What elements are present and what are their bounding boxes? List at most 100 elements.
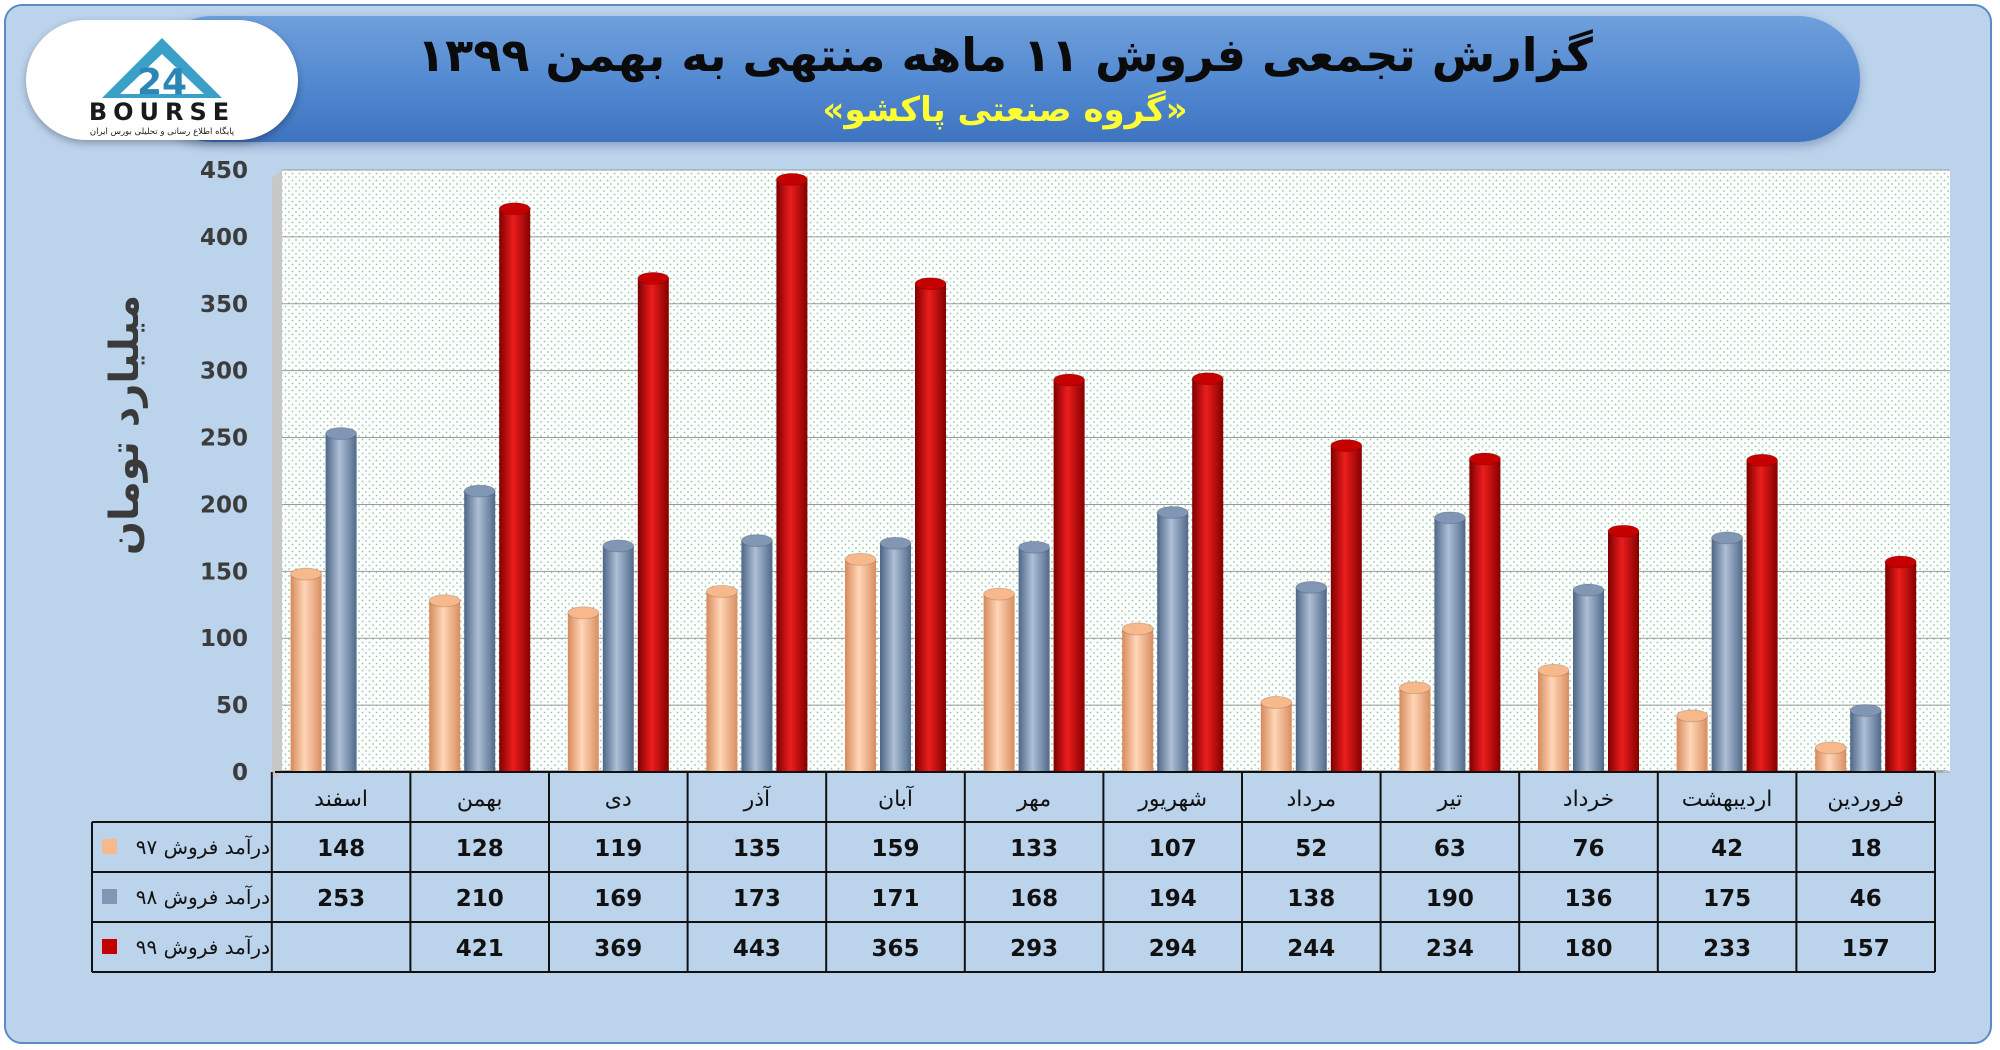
- bar: [1295, 580, 1328, 772]
- bar: [1330, 439, 1363, 772]
- data-label: 168: [1010, 886, 1058, 912]
- data-label: 63: [1434, 836, 1466, 862]
- y-tick-label: 200: [200, 492, 248, 518]
- data-label: 119: [594, 836, 642, 862]
- x-tick-label: آبان: [878, 785, 914, 812]
- data-label: 173: [733, 886, 781, 912]
- data-label: 443: [733, 936, 781, 962]
- y-tick-label: 450: [200, 158, 248, 184]
- data-label: 194: [1149, 886, 1197, 912]
- bar: [325, 427, 358, 772]
- x-tick-label: اسفند: [314, 787, 368, 812]
- bar: [775, 172, 808, 772]
- data-label: 244: [1287, 936, 1335, 962]
- bar: [879, 536, 912, 772]
- data-label: 138: [1287, 886, 1335, 912]
- data-label: 157: [1842, 936, 1890, 962]
- data-label: 18: [1850, 836, 1882, 862]
- y-tick-label: 0: [232, 760, 248, 786]
- x-tick-label: اردیبهشت: [1682, 787, 1773, 812]
- legend-swatch: [102, 939, 117, 954]
- bar: [1156, 505, 1189, 772]
- report-subtitle: «گروه صنعتی پاکشو»: [822, 90, 1188, 130]
- legend-swatch: [102, 839, 117, 854]
- bar: [1884, 555, 1917, 772]
- data-label: 42: [1711, 836, 1743, 862]
- bar: [1398, 681, 1431, 772]
- bar: [567, 606, 600, 772]
- y-tick-label: 350: [200, 292, 248, 318]
- x-tick-label: خرداد: [1563, 787, 1614, 812]
- y-axis-label: میلیارد تومان: [102, 295, 148, 555]
- data-label: 52: [1295, 836, 1327, 862]
- y-tick-label: 150: [200, 559, 248, 585]
- data-label: 234: [1426, 936, 1474, 962]
- legend-swatch: [102, 889, 117, 904]
- data-label: 107: [1149, 836, 1197, 862]
- bar: [1746, 453, 1779, 772]
- x-tick-label: تیر: [1436, 787, 1462, 812]
- y-tick-label: 100: [200, 626, 248, 652]
- bar: [705, 584, 738, 772]
- bourse-logo: 24 BOURSE پایگاه اطلاع رسانی و تحلیلی بو…: [26, 20, 298, 140]
- bar: [1537, 663, 1570, 772]
- plot-side-wall: [272, 170, 282, 780]
- data-label: 136: [1564, 886, 1612, 912]
- bar: [1018, 540, 1051, 772]
- bar: [1468, 452, 1501, 772]
- bar: [463, 484, 496, 772]
- data-label: 369: [594, 936, 642, 962]
- data-label: 294: [1149, 936, 1197, 962]
- bar: [428, 594, 461, 772]
- data-label: 133: [1010, 836, 1058, 862]
- bar: [1260, 695, 1293, 772]
- bar: [498, 202, 531, 773]
- data-label: 159: [871, 836, 919, 862]
- data-label: 169: [594, 886, 642, 912]
- y-tick-label: 250: [200, 426, 248, 452]
- logo-tagline: پایگاه اطلاع رسانی و تحلیلی بورس ایران: [90, 126, 235, 137]
- bar: [1607, 524, 1640, 772]
- y-tick-label: 300: [200, 359, 248, 385]
- data-label: 148: [317, 836, 365, 862]
- legend-entry: درآمد فروش ۹۷: [136, 834, 270, 859]
- x-tick-label: آذر: [743, 785, 771, 812]
- data-label: 233: [1703, 936, 1751, 962]
- data-label: 190: [1426, 886, 1474, 912]
- legend-entry: درآمد فروش ۹۸: [136, 884, 270, 909]
- report-title: گزارش تجمعی فروش ۱۱ ماهه منتهی به بهمن ۱…: [417, 28, 1593, 82]
- logo-text: BOURSE: [89, 98, 235, 126]
- y-tick-label: 400: [200, 225, 248, 251]
- bar: [1191, 372, 1224, 772]
- data-label: 180: [1564, 936, 1612, 962]
- data-label: 171: [871, 886, 919, 912]
- bar: [637, 271, 670, 772]
- bar: [1121, 622, 1154, 772]
- data-label: 46: [1850, 886, 1882, 912]
- bar: [1711, 531, 1744, 772]
- svg-text:24: 24: [137, 62, 187, 103]
- x-tick-label: شهریور: [1137, 787, 1207, 812]
- data-label: 128: [456, 836, 504, 862]
- x-tick-label: فروردین: [1827, 787, 1904, 812]
- y-tick-label: 50: [216, 693, 248, 719]
- bar-series: [290, 172, 1917, 773]
- legend-entry: درآمد فروش ۹۹: [136, 934, 270, 959]
- data-table: فروردین اردیبهشت خرداد تیر مرداد شهریور مهر آبا…: [91, 771, 1936, 973]
- data-label: 76: [1572, 836, 1604, 862]
- data-label: 135: [733, 836, 781, 862]
- x-tick-label: بهمن: [457, 787, 503, 812]
- grid-lines: [282, 169, 1950, 773]
- x-tick-label: مرداد: [1286, 787, 1336, 812]
- bar: [844, 552, 877, 772]
- title-banner: گزارش تجمعی فروش ۱۱ ماهه منتهی به بهمن ۱…: [150, 16, 1860, 142]
- bar: [1433, 511, 1466, 772]
- bar: [983, 587, 1016, 772]
- bar: [1849, 703, 1882, 772]
- data-label: 253: [317, 886, 365, 912]
- logo-emblem-icon: 24: [102, 38, 222, 103]
- bar: [290, 567, 323, 772]
- x-tick-label: دی: [605, 787, 632, 812]
- bar: [602, 539, 635, 772]
